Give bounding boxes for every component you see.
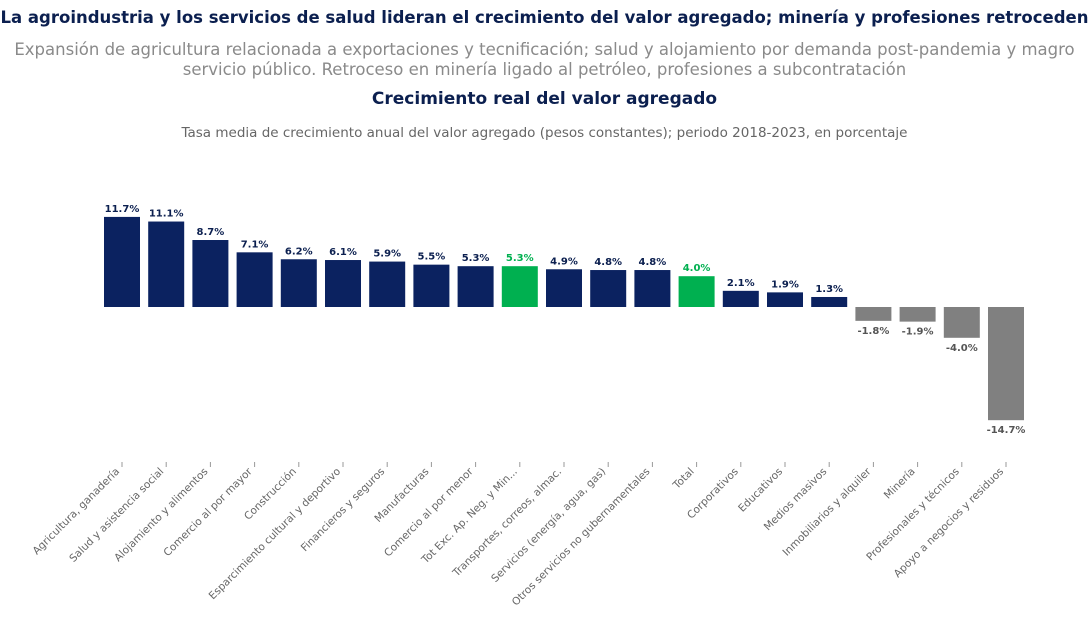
bar <box>678 276 715 307</box>
data-label: 5.3% <box>462 253 490 264</box>
data-label: -1.9% <box>902 327 934 338</box>
bar <box>855 307 892 321</box>
data-label: 6.2% <box>285 246 313 257</box>
data-label: 1.3% <box>815 284 843 295</box>
x-tick-label: Total <box>670 466 697 493</box>
bar <box>501 266 538 307</box>
x-tick-label: Comercio al por mayor <box>161 465 255 559</box>
data-label: 11.1% <box>149 209 184 220</box>
data-label: 4.0% <box>683 263 711 274</box>
x-tick-label: Agricultura, ganadería <box>30 466 122 558</box>
bar <box>280 259 317 307</box>
data-label: 8.7% <box>197 227 225 238</box>
bar <box>546 269 582 307</box>
x-tick-label: Inmobiliarios y alquiler <box>780 465 874 559</box>
bar <box>988 307 1024 421</box>
bar <box>943 307 980 338</box>
data-label: 6.1% <box>329 247 357 258</box>
data-label: 5.5% <box>418 252 446 263</box>
x-tick-label: Comercio al por menor <box>382 465 476 559</box>
bar <box>722 290 759 307</box>
x-tick-label: Educativos <box>736 466 785 515</box>
bar <box>192 240 229 307</box>
x-tick-label: Financieros y seguros <box>299 466 388 555</box>
bar <box>590 270 627 307</box>
bar <box>413 264 450 307</box>
subheadline: Expansión de agricultura relacionada a e… <box>14 40 1075 79</box>
data-label: -14.7% <box>987 425 1026 436</box>
chart-subtitle: Tasa media de crecimiento anual del valo… <box>181 125 908 141</box>
x-tick-label: Profesionales y técnicos <box>864 466 962 564</box>
data-label: 4.9% <box>550 256 578 267</box>
bar <box>457 266 494 307</box>
data-label: -4.0% <box>946 343 978 354</box>
data-label: 4.8% <box>639 257 667 268</box>
data-label: 1.9% <box>771 279 799 290</box>
data-label: 4.8% <box>594 257 622 268</box>
headline: La agroindustria y los servicios de salu… <box>0 8 1089 27</box>
data-label: 7.1% <box>241 239 269 250</box>
bar <box>104 216 140 307</box>
bar <box>369 261 406 307</box>
bar <box>325 260 361 307</box>
bar <box>634 270 671 307</box>
data-label: -1.8% <box>857 326 889 337</box>
bar <box>236 252 273 307</box>
bar <box>811 296 848 307</box>
data-label: 2.1% <box>727 278 755 289</box>
bar <box>148 221 185 307</box>
chart-title: Crecimiento real del valor agregado <box>371 89 718 109</box>
data-label: 5.9% <box>373 249 401 260</box>
data-label: 11.7% <box>105 204 140 215</box>
data-label: 5.3% <box>506 253 534 264</box>
bar <box>767 292 803 307</box>
bar <box>899 307 936 322</box>
x-tick-label: Minería <box>882 466 918 502</box>
